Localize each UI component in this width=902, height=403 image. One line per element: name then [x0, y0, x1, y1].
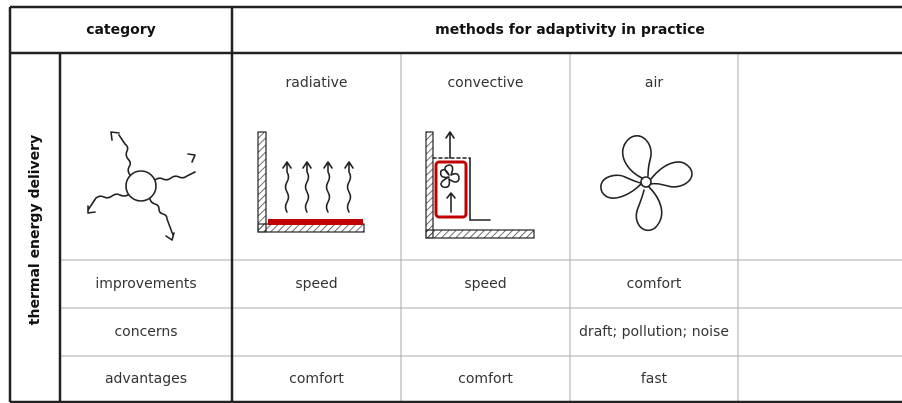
sketch-heat-source	[87, 131, 196, 241]
sketch-radiative	[257, 131, 365, 233]
cell: comfort	[458, 371, 513, 387]
row-label: concerns	[114, 324, 177, 340]
grid	[8, 5, 902, 403]
side-label: thermal energy delivery	[27, 135, 43, 325]
column-title: radiative	[286, 75, 348, 91]
row-label: advantages	[105, 371, 187, 387]
cell: speed	[295, 276, 337, 292]
sketch-fan	[600, 135, 693, 232]
cell: fast	[641, 371, 668, 387]
sketch-convective	[425, 131, 535, 239]
cell: draft; pollution; noise	[579, 324, 729, 340]
cell: comfort	[627, 276, 682, 292]
header-methods: methods for adaptivity in practice	[435, 22, 705, 38]
column-title: air	[645, 75, 663, 91]
row-label: improvements	[95, 276, 196, 292]
cell: comfort	[289, 371, 344, 387]
cell: speed	[464, 276, 506, 292]
header-category: category	[86, 22, 156, 38]
column-title: convective	[447, 75, 523, 91]
